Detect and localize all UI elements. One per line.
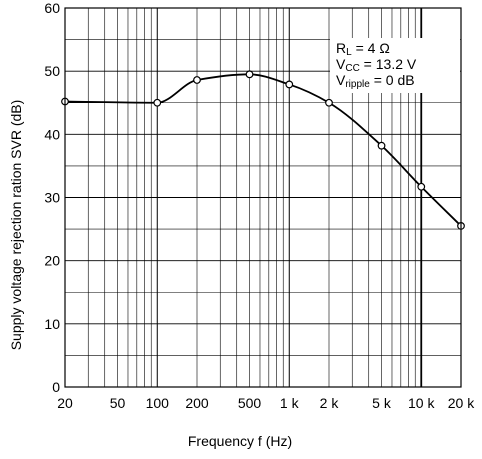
- data-point: [377, 141, 386, 150]
- y-tick-label: 10: [44, 316, 60, 332]
- x-tick-labels: 20 50 100 200 500 1 k 2 k 5 k 10 k 20 k: [57, 395, 475, 411]
- data-point: [417, 182, 426, 191]
- data-point: [325, 98, 333, 107]
- data-point: [285, 80, 294, 89]
- y-tick-label: 0: [52, 379, 60, 395]
- x-tick-label: 1 k: [280, 395, 300, 411]
- y-tick-label: 40: [44, 126, 60, 142]
- data-point: [193, 76, 201, 84]
- plot-frame: [64, 7, 462, 388]
- svr-curve: [64, 73, 462, 227]
- legend-vripple: Vripple = 0 dB: [336, 72, 415, 90]
- curve-layer: [64, 73, 462, 227]
- y-tick-label: 60: [44, 0, 60, 16]
- x-axis-label: Frequency f (Hz): [188, 433, 292, 449]
- x-tick-label: 10 k: [408, 395, 435, 411]
- x-tick-label: 20 k: [448, 395, 475, 411]
- y-tick-label: 20: [44, 253, 60, 269]
- data-point: [153, 98, 162, 107]
- x-tick-label: 500: [238, 395, 262, 411]
- y-tick-label: 50: [44, 63, 60, 79]
- x-tick-label: 50: [110, 395, 126, 411]
- x-tick-label: 20: [57, 395, 73, 411]
- x-tick-label: 200: [185, 395, 209, 411]
- x-tick-label: 5 k: [372, 395, 392, 411]
- x-tick-label: 100: [146, 395, 170, 411]
- legend-rl: RL = 4 Ω: [336, 40, 390, 58]
- points-layer: [61, 70, 465, 230]
- x-tick-label: 2 k: [320, 395, 340, 411]
- data-point: [245, 70, 254, 79]
- y-tick-label: 30: [44, 190, 60, 206]
- legend-box: [330, 38, 460, 93]
- legend: RL = 4 Ω VCC = 13.2 V Vripple = 0 dB: [330, 38, 460, 93]
- y-tick-labels: 0 10 20 30 40 50 60: [44, 0, 60, 395]
- y-axis-label: Supply voltage rejection ration SVR (dB): [8, 100, 24, 351]
- legend-vcc: VCC = 13.2 V: [336, 56, 417, 74]
